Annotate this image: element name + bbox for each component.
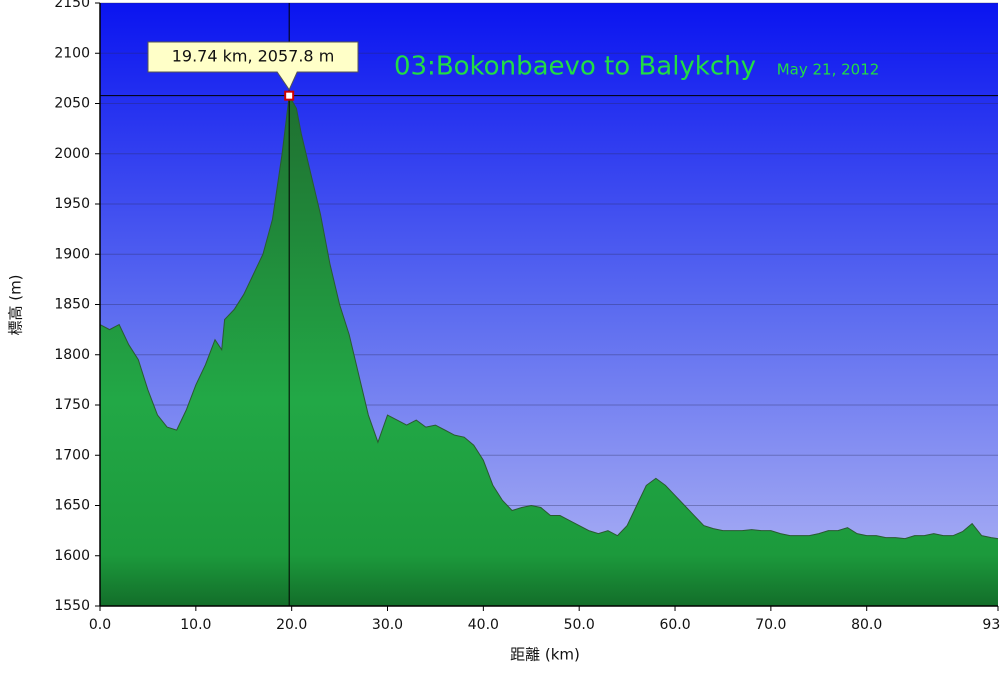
x-tick-label: 30.0 xyxy=(372,617,403,633)
y-tick-label: 1650 xyxy=(54,498,90,514)
x-tick-label: 0.0 xyxy=(89,617,111,633)
x-tick-label: 50.0 xyxy=(564,617,595,633)
x-tick-label: 10.0 xyxy=(180,617,211,633)
x-axis-label: 距離 (km) xyxy=(510,646,580,664)
chart-title: 03:Bokonbaevo to Balykchy xyxy=(394,52,756,82)
y-tick-label: 1950 xyxy=(54,196,90,212)
x-tick-label: 93.7 xyxy=(982,617,1000,633)
y-tick-label: 1750 xyxy=(54,397,90,413)
x-tick-label: 40.0 xyxy=(468,617,499,633)
y-tick-label: 1900 xyxy=(54,246,90,262)
y-tick-label: 1850 xyxy=(54,297,90,313)
area-fill xyxy=(100,95,998,606)
x-tick-label: 70.0 xyxy=(755,617,786,633)
y-tick-label: 2050 xyxy=(54,96,90,112)
y-tick-label: 2000 xyxy=(54,146,90,162)
crosshair-point xyxy=(284,90,295,101)
y-axis-label: 標高 (m) xyxy=(7,274,25,335)
tooltip-text: 19.74 km, 2057.8 m xyxy=(172,47,335,66)
x-tick-label: 20.0 xyxy=(276,617,307,633)
x-tick-label: 80.0 xyxy=(851,617,882,633)
chart-subtitle: May 21, 2012 xyxy=(777,61,880,79)
tooltip-box xyxy=(147,41,359,91)
y-tick-label: 2100 xyxy=(54,45,90,61)
y-tick-label: 1700 xyxy=(54,447,90,463)
y-tick-label: 1800 xyxy=(54,347,90,363)
y-tick-label: 1550 xyxy=(54,598,90,614)
y-tick-label: 2150 xyxy=(54,0,90,11)
y-tick-label: 1600 xyxy=(54,548,90,564)
area-line xyxy=(99,94,999,540)
x-tick-label: 60.0 xyxy=(659,617,690,633)
